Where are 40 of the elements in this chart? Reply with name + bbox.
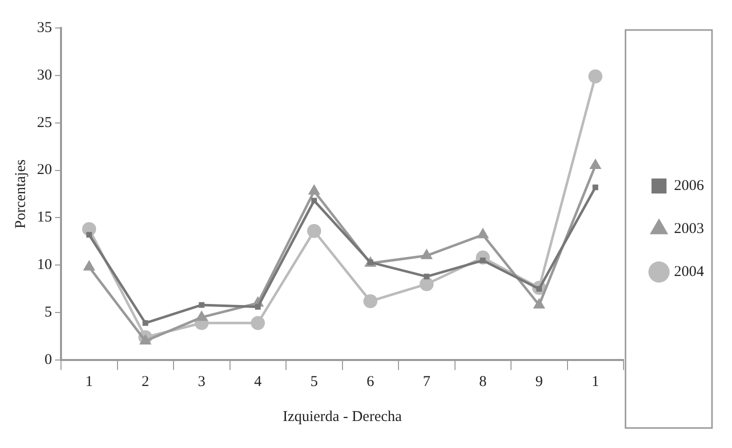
x-tick-label: 1: [85, 374, 93, 390]
x-tick-label: 3: [198, 374, 206, 390]
y-tick-label: 5: [44, 304, 52, 321]
point: [86, 232, 92, 238]
x-tick-label: 9: [535, 374, 543, 390]
x-tick-label: 7: [422, 374, 431, 390]
x-tick-label: 4: [254, 374, 262, 390]
point: [588, 69, 602, 84]
x-tick-label: 1: [592, 374, 600, 390]
legend-label: 2003: [674, 220, 704, 237]
legend-label: 2004: [674, 264, 704, 280]
point: [363, 294, 378, 308]
point: [589, 158, 602, 170]
point: [255, 304, 261, 310]
y-tick-label: 35: [37, 20, 52, 36]
point: [592, 184, 598, 190]
x-axis-title: Izquierda - Derecha: [282, 408, 402, 425]
point: [83, 260, 96, 271]
x-tick-label: 2: [142, 374, 150, 390]
point: [250, 316, 265, 330]
legend-label: 2006: [674, 178, 704, 194]
point: [420, 248, 433, 260]
y-tick-label: 25: [37, 114, 52, 131]
x-tick-label: 6: [366, 374, 375, 390]
y-tick-label: 0: [44, 352, 52, 368]
point: [420, 277, 434, 292]
y-tick-label: 10: [37, 257, 52, 274]
point: [307, 224, 322, 238]
y-tick-label: 30: [37, 67, 52, 84]
point: [424, 274, 430, 280]
y-axis-title: Porcentajes: [12, 159, 29, 229]
x-tick-label: 8: [479, 374, 487, 390]
point: [476, 228, 489, 238]
point: [198, 302, 204, 308]
point: [142, 320, 148, 326]
y-tick-label: 20: [37, 162, 52, 178]
point: [308, 184, 320, 195]
y-tick-label: 15: [37, 210, 52, 226]
point: [311, 198, 317, 204]
x-tick-label: 5: [310, 374, 318, 390]
